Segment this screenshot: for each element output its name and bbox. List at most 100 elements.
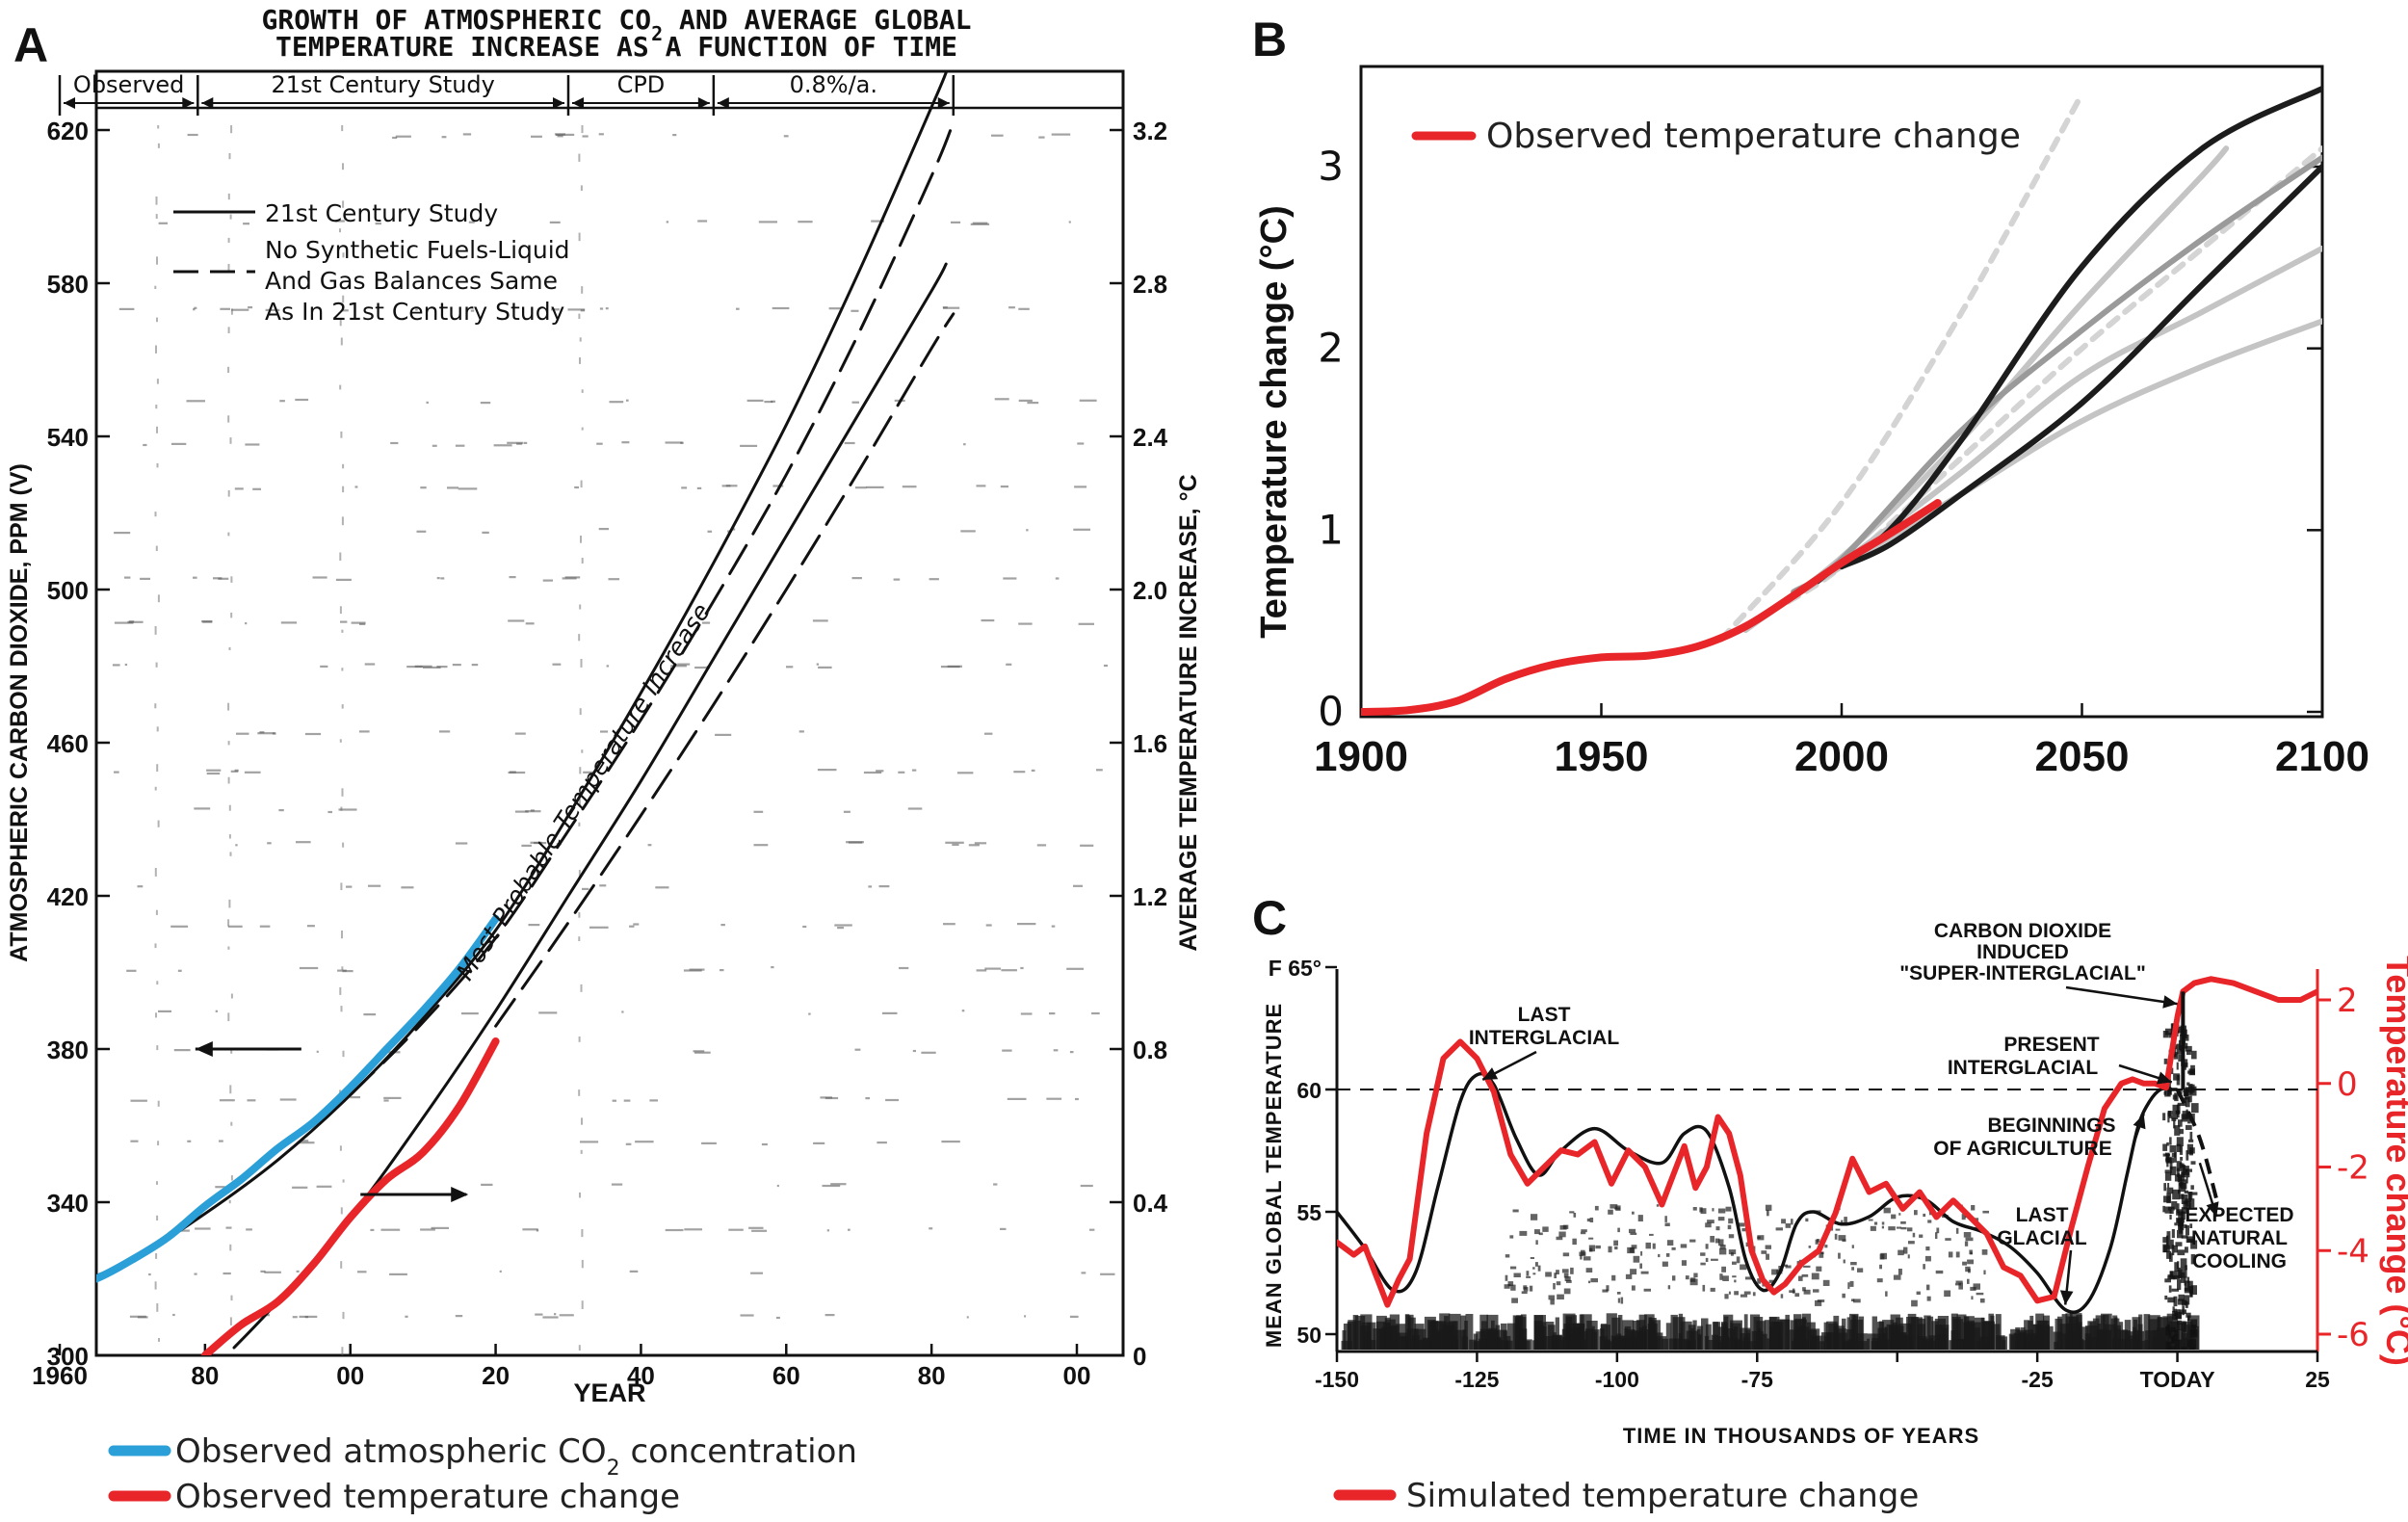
panel-c-shade-speck [2187, 1340, 2193, 1348]
panel-a-scan-speck [1020, 1012, 1033, 1015]
panel-a-scan-speck [1024, 1315, 1027, 1318]
panel-a-scan-speck [612, 1099, 616, 1102]
panel-c-shade-speck [2182, 1042, 2188, 1049]
panel-a-scan-speck [621, 441, 630, 444]
panel-c-shade-speck [1533, 1315, 1544, 1350]
panel-a-scan-speck [665, 441, 683, 444]
panel-c-shade-speck [1519, 1230, 1528, 1236]
panel-c-shade-speck [1718, 1239, 1724, 1246]
panel-c-shade-speck [1633, 1255, 1640, 1263]
panel-c-shade-speck [1791, 1219, 1793, 1225]
panel-a-scan-speck [230, 1175, 233, 1181]
panel-c-shade-speck [1678, 1313, 1684, 1350]
panel-a-scan-speck [341, 516, 344, 526]
panel-a-period-arrowhead [64, 97, 75, 109]
panel-a-scan-speck [1103, 664, 1108, 668]
panel-c-shade-speck [2186, 1124, 2192, 1130]
panel-a-scan-speck [580, 185, 583, 191]
panel-a-scan-speck [1079, 399, 1097, 402]
panel-c-x-tick-label: 25 [2305, 1367, 2330, 1392]
panel-c-shade-speck [2162, 1205, 2165, 1213]
panel-a-scan-speck [1007, 1097, 1027, 1100]
panel-a-scan-speck [581, 1229, 584, 1238]
panel-c-letter: C [1252, 891, 1287, 945]
panel-a-period-arrowhead [697, 97, 710, 109]
panel-a-scan-speck [556, 133, 575, 136]
panel-c-shade-speck [1732, 1275, 1737, 1278]
panel-a-scan-speck [528, 924, 540, 927]
panel-c-shade-speck [1701, 1318, 1709, 1350]
panel-c-shade-speck [1838, 1252, 1841, 1259]
panel-a-scan-speck [118, 307, 135, 310]
panel-a-scan-speck [972, 222, 988, 224]
panel-a-y-tick-label-right: 2.0 [1133, 576, 1167, 605]
panel-c-shade-speck [2189, 1223, 2193, 1228]
panel-c-shade-speck [1935, 1232, 1938, 1239]
panel-c-y-tick-label-left: 50 [1296, 1323, 1322, 1348]
panel-a-scan-speck [818, 666, 832, 669]
panel-a-scan-speck [753, 844, 769, 847]
panel-a-scan-speck [947, 665, 962, 668]
panel-c-shade-speck [1367, 1322, 1376, 1350]
panel-c-shade-speck [1556, 1270, 1559, 1274]
panel-a-scan-speck [227, 193, 230, 200]
panel-a-scan-speck [335, 578, 352, 581]
panel-c-shade-speck [1824, 1245, 1828, 1248]
panel-a-scan-speck [943, 923, 955, 926]
panel-a-scan-speck [1018, 307, 1030, 310]
panel-a-scan-speck [609, 401, 624, 404]
panel-c-axes: 50 55 60 F 65° -6 -4 -2 0 2 -150 -125 -100 -75 -25 TOD… [1269, 956, 2369, 1392]
panel-c-shade-speck [1794, 1293, 1800, 1298]
panel-a-scan-speck [633, 923, 640, 926]
panel-c-shade-speck [1649, 1233, 1654, 1236]
panel-a-x-tick-label: 1960 [32, 1361, 88, 1390]
panel-a-scan-speck [468, 221, 475, 223]
panel-a-scan-speck [436, 666, 448, 669]
panel-c-shade-speck [1973, 1283, 1980, 1290]
panel-a-scan-speck [231, 308, 249, 311]
panel-c-shade-speck [1555, 1317, 1559, 1350]
panel-c-y-tick-label-right: 2 [2337, 982, 2358, 1020]
panel-c-shade-speck [2177, 1261, 2180, 1270]
panel-c-shade-speck [1689, 1278, 1698, 1286]
panel-a-scan-speck [994, 398, 1009, 401]
panel-a-scan-speck [340, 337, 343, 346]
panel-c-shade-speck [2061, 1314, 2068, 1350]
panel-a-scan-speck [976, 485, 986, 487]
panel-c-shade-speck [2176, 1104, 2181, 1115]
panel-c-shade-speck [2185, 1268, 2187, 1278]
panel-a-scan-speck [363, 1013, 377, 1016]
panel-a-scan-speck [621, 1010, 624, 1013]
panel-c-x-tick-label: TODAY [2140, 1367, 2215, 1392]
panel-c-shade-speck [2162, 1244, 2168, 1253]
panel-c-shade-speck [1952, 1319, 1964, 1350]
panel-a-scan-speck [521, 844, 532, 847]
panel-a-scan-speck [156, 462, 159, 468]
panel-c-shade-speck [2167, 1183, 2170, 1188]
panel-b-x-tick-label: 1900 [1314, 733, 1408, 780]
panel-b-series-line-dark [1839, 164, 2322, 570]
panel-c-shade-speck [1611, 1274, 1616, 1281]
panel-c-shade-speck [1509, 1235, 1514, 1239]
panel-c-shade-speck [1767, 1209, 1769, 1217]
panel-a-scan-speck [346, 885, 353, 888]
panel-a-scan-speck [470, 309, 475, 312]
panel-c-shade-speck [1493, 1337, 1503, 1350]
panel-c-shade-speck [1719, 1247, 1727, 1255]
panel-a-scan-speck [194, 306, 197, 309]
panel-a-scan-speck [177, 969, 182, 972]
panel-c-shade-speck [1664, 1222, 1670, 1226]
panel-c-shade-speck [2097, 1324, 2102, 1350]
panel-c-shade-speck [1801, 1273, 1809, 1277]
panel-a-scan-speck [265, 308, 280, 311]
panel-c-shade-speck [1452, 1340, 1456, 1350]
panel-c-shade-speck [1898, 1269, 1902, 1275]
panel-a-scan-speck [259, 925, 271, 928]
panel-c-annot-agri-2: OF AGRICULTURE [1933, 1138, 2111, 1160]
panel-a-scan-speck [193, 576, 197, 579]
panel-c-shade-speck [1557, 1294, 1564, 1299]
panel-a-scan-speck [229, 214, 232, 220]
panel-c-shade-speck [2169, 1252, 2173, 1262]
panel-a-scan-speck [559, 1314, 574, 1317]
panel-c-shade-speck [2068, 1316, 2080, 1350]
